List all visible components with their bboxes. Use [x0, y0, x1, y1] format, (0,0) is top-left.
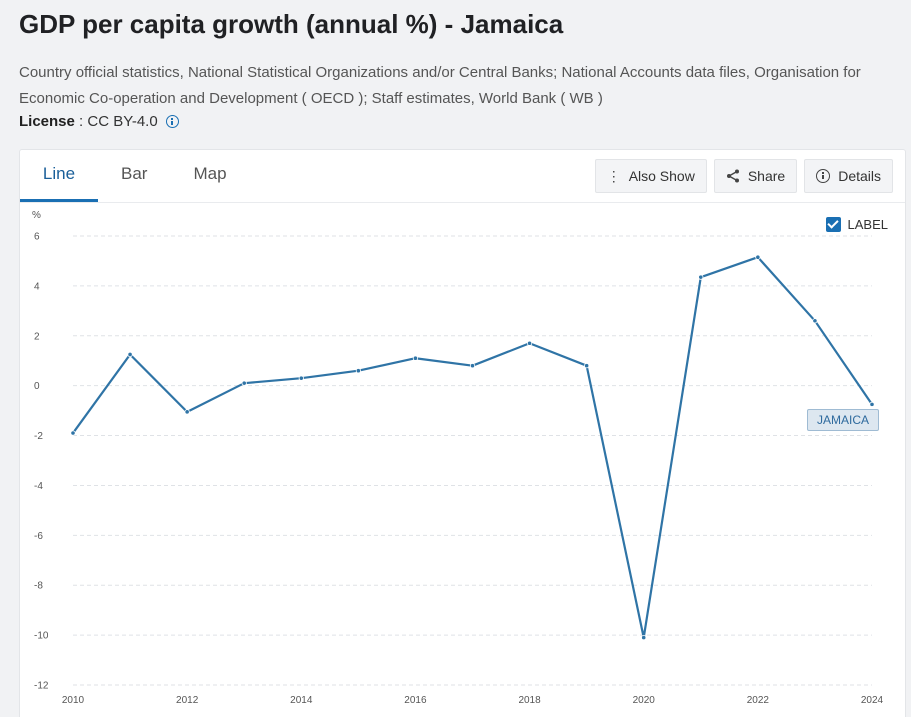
data-point — [127, 351, 133, 358]
y-tick-label: 4 — [34, 281, 40, 292]
data-point — [298, 375, 304, 381]
share-icon — [726, 169, 740, 183]
data-point — [526, 340, 533, 346]
x-tick-label: 2014 — [290, 695, 313, 706]
license-line: License : CC BY-4.0 — [19, 113, 179, 130]
license-label: License — [19, 113, 75, 130]
data-point — [698, 274, 704, 280]
data-point — [469, 363, 476, 369]
share-label: Share — [747, 168, 786, 184]
x-tick-label: 2018 — [518, 695, 541, 706]
also-show-button[interactable]: ⋮ Also Show — [594, 159, 707, 193]
x-tick-label: 2024 — [861, 695, 884, 706]
series-line-0 — [72, 256, 873, 639]
x-tick-label: 2010 — [62, 695, 85, 706]
y-tick-label: -10 — [34, 631, 49, 642]
data-point — [241, 380, 247, 386]
info-circle-icon — [816, 169, 831, 183]
more-vertical-icon: ⋮ — [606, 167, 621, 184]
x-tick-label: 2012 — [176, 695, 199, 706]
source-text: Country official statistics, National St… — [19, 64, 861, 107]
x-tick-label: 2016 — [404, 695, 427, 706]
details-label: Details — [838, 168, 881, 184]
data-point — [812, 318, 818, 324]
label-toggle[interactable]: LABEL — [825, 217, 888, 232]
y-tick-label: -12 — [34, 681, 49, 692]
y-tick-label: -2 — [34, 431, 43, 442]
data-point — [641, 635, 647, 641]
data-point — [184, 409, 190, 415]
details-button[interactable]: Details — [804, 159, 893, 193]
y-tick-label: 0 — [34, 381, 40, 392]
also-show-label: Also Show — [628, 168, 695, 184]
tab-bar[interactable]: Bar — [121, 164, 148, 183]
share-button[interactable]: Share — [713, 159, 798, 193]
data-point — [70, 430, 76, 436]
tab-line[interactable]: Line — [20, 150, 98, 202]
series-label-jamaica: JAMAICA — [807, 409, 880, 432]
license-value: : CC BY-4.0 — [74, 113, 158, 130]
x-tick-label: 2020 — [633, 695, 656, 706]
line-chart: 6 4 2 0 -2 -4 -6 -8 -10 -12 2010 2012 2014 2016 2018 20… — [34, 232, 884, 707]
y-tick-label: -6 — [34, 531, 43, 542]
info-icon[interactable] — [165, 115, 179, 128]
checkbox-icon[interactable] — [825, 217, 841, 232]
data-point — [355, 368, 361, 374]
y-tick-label: 6 — [34, 232, 40, 243]
action-buttons: ⋮ Also Show Share Details — [594, 159, 893, 193]
y-tick-label: 2 — [34, 331, 40, 342]
y-axis-unit: % — [32, 210, 41, 221]
data-point — [584, 363, 590, 369]
tab-map[interactable]: Map — [193, 164, 227, 183]
page-title: GDP per capita growth (annual %) - Jamai… — [19, 9, 564, 39]
data-point — [755, 254, 761, 260]
chart-panel: Line Bar Map ⋮ Also Show Share Details — [19, 149, 906, 717]
view-tabs: Line Bar Map — [20, 150, 250, 202]
data-point — [869, 401, 875, 407]
data-point — [412, 355, 419, 361]
x-tick-label: 2022 — [747, 695, 770, 706]
y-tick-label: -4 — [34, 481, 43, 492]
y-tick-label: -8 — [34, 581, 43, 592]
tab-divider — [20, 202, 905, 203]
label-toggle-text: LABEL — [847, 217, 888, 232]
